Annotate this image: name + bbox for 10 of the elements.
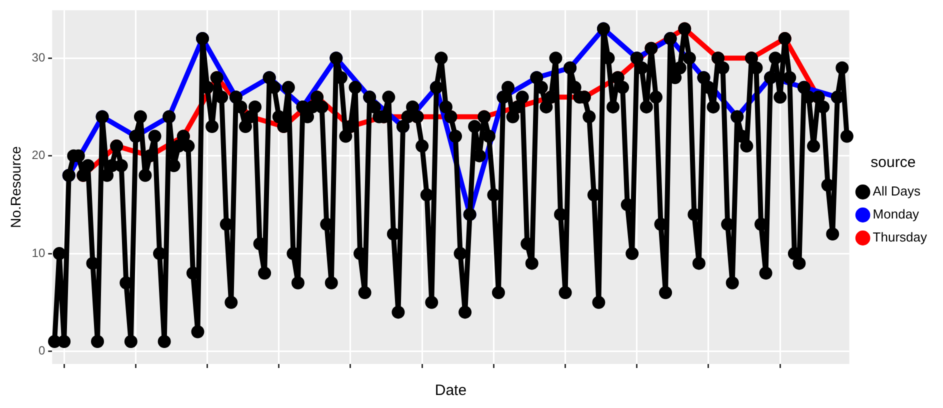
y-tick-label: 10 bbox=[32, 246, 46, 260]
y-tick-label: 0 bbox=[38, 344, 46, 358]
y-tick-label: 30 bbox=[32, 50, 46, 64]
legend-label: Thursday bbox=[872, 230, 928, 245]
x-axis-title: Date bbox=[434, 382, 467, 400]
legend-title: source bbox=[870, 154, 916, 172]
legend-label: Monday bbox=[872, 206, 920, 222]
y-axis-title: No.Resource bbox=[7, 146, 24, 228]
legend-label: All Days bbox=[872, 184, 921, 199]
y-tick-label: 20 bbox=[32, 148, 46, 162]
